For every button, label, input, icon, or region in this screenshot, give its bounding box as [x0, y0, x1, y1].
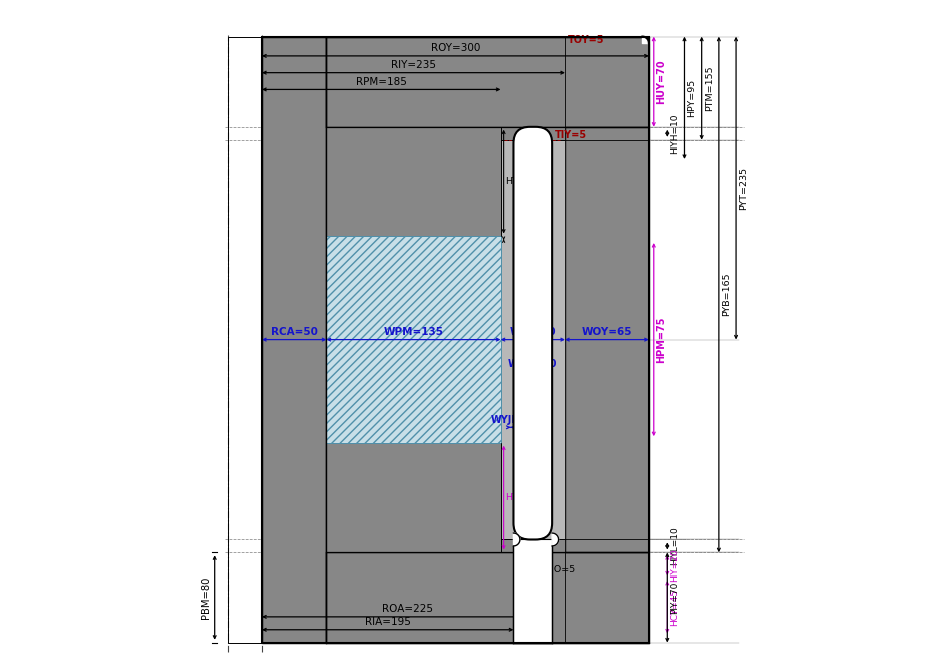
Text: PYT=235: PYT=235 [739, 167, 748, 210]
Text: WPM=135: WPM=135 [384, 327, 444, 337]
Bar [327, 127, 501, 237]
Polygon shape [513, 533, 520, 546]
Text: HYJH=5: HYJH=5 [505, 177, 542, 186]
Text: RIA=195: RIA=195 [365, 617, 410, 627]
Text: ROY=300: ROY=300 [430, 44, 480, 54]
FancyBboxPatch shape [513, 127, 552, 539]
Bar [501, 140, 565, 539]
Text: HYJL=5: HYJL=5 [505, 493, 540, 502]
Text: HIYL=10: HIYL=10 [670, 527, 680, 565]
Text: PIY=70: PIY=70 [670, 582, 680, 614]
Text: WIA=50: WIA=50 [509, 327, 556, 337]
Bar [327, 37, 649, 127]
Text: HPY=95: HPY=95 [687, 78, 697, 117]
Text: HPM=75: HPM=75 [656, 316, 666, 363]
Bar [513, 539, 552, 643]
Bar [565, 127, 649, 552]
Text: WYJI=5: WYJI=5 [490, 415, 530, 425]
Bar [262, 37, 327, 643]
Text: WYJO=5: WYJO=5 [537, 565, 576, 574]
Text: HUY=70: HUY=70 [656, 60, 666, 104]
Polygon shape [552, 533, 559, 546]
Text: WOY=65: WOY=65 [582, 327, 632, 337]
Text: PTM=155: PTM=155 [704, 65, 714, 111]
Text: HIY=20: HIY=20 [670, 549, 680, 582]
Text: RPM=185: RPM=185 [356, 77, 407, 87]
Text: HCY=45: HCY=45 [670, 589, 680, 626]
Text: TIY=5: TIY=5 [555, 130, 587, 139]
Text: ROA=225: ROA=225 [382, 604, 432, 614]
Bar [228, 37, 262, 643]
Bar [501, 127, 565, 140]
Text: RCA=50: RCA=50 [270, 327, 318, 337]
Bar [501, 539, 565, 552]
Text: HIYH=10: HIYH=10 [670, 113, 680, 153]
Bar [327, 237, 501, 443]
Text: WMA=30: WMA=30 [508, 359, 558, 369]
Bar [327, 552, 649, 643]
Bar [262, 37, 649, 643]
Text: RIY=235: RIY=235 [391, 60, 436, 70]
Text: PYB=165: PYB=165 [722, 273, 731, 316]
Text: TOY=5: TOY=5 [567, 36, 604, 46]
Text: PBM=80: PBM=80 [201, 576, 211, 618]
Bar [327, 443, 501, 552]
